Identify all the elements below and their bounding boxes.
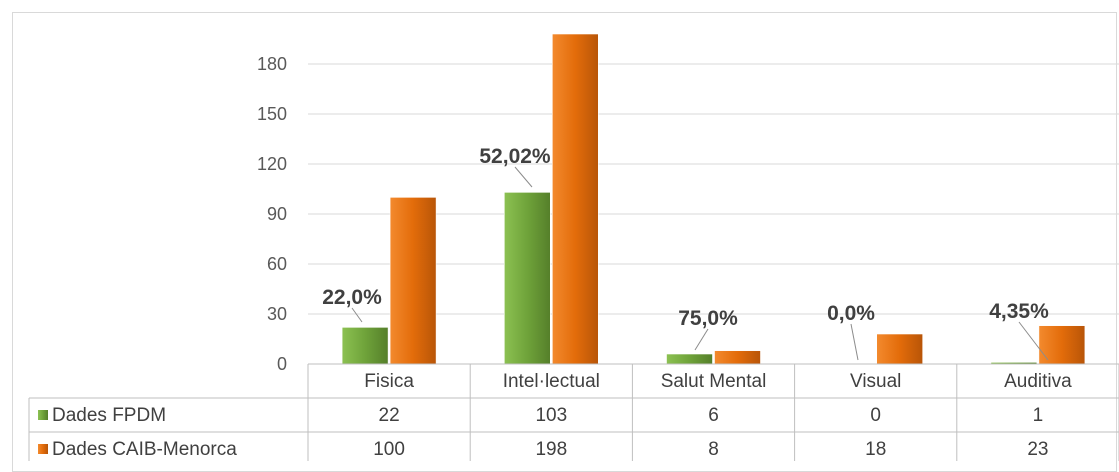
percent-label: 75,0%	[678, 307, 738, 330]
table-cell: 103	[535, 405, 567, 426]
leader-line	[1018, 321, 1049, 361]
table-cell: 23	[1027, 439, 1048, 460]
bar-caib	[714, 350, 761, 365]
bar-caib	[876, 333, 924, 365]
legend-key	[38, 444, 48, 454]
table-cell: 0	[870, 405, 881, 426]
category-label: Visual	[850, 371, 901, 392]
table-cell: 18	[865, 439, 886, 460]
y-tick-label: 60	[267, 254, 287, 274]
y-tick-label: 150	[257, 104, 287, 124]
table-cell: 198	[535, 439, 567, 460]
percent-label: 52,02%	[479, 145, 551, 168]
leader-line	[694, 328, 709, 351]
y-tick-label: 120	[257, 154, 287, 174]
leader-line	[850, 323, 859, 361]
category-label: Intel·lectual	[503, 371, 600, 392]
y-tick-label: 90	[267, 204, 287, 224]
leader-line	[351, 307, 363, 323]
bar-caib	[389, 197, 437, 365]
table-cell: 1	[1033, 405, 1044, 426]
bar-fpdm	[341, 327, 389, 365]
leader-line	[514, 166, 533, 188]
table-cell: 100	[373, 439, 405, 460]
bar-fpdm	[666, 353, 713, 365]
y-tick-label: 0	[277, 354, 287, 374]
bar-fpdm	[503, 192, 551, 365]
legend-label: Dades FPDM	[52, 405, 166, 426]
category-label: Fisica	[364, 371, 414, 392]
bar-caib	[551, 33, 599, 365]
bar-caib	[1038, 325, 1086, 365]
percent-label: 0,0%	[827, 302, 875, 325]
percent-label: 22,0%	[322, 286, 382, 309]
legend-label: Dades CAIB-Menorca	[52, 439, 237, 460]
y-tick-label: 180	[257, 54, 287, 74]
table-cell: 6	[708, 405, 719, 426]
category-label: Auditiva	[1004, 371, 1072, 392]
y-tick-label: 30	[267, 304, 287, 324]
legend-key	[38, 410, 48, 420]
table-cell: 22	[379, 405, 400, 426]
category-label: Salut Mental	[661, 371, 767, 392]
percent-label: 4,35%	[989, 300, 1049, 323]
table-cell: 8	[708, 439, 719, 460]
